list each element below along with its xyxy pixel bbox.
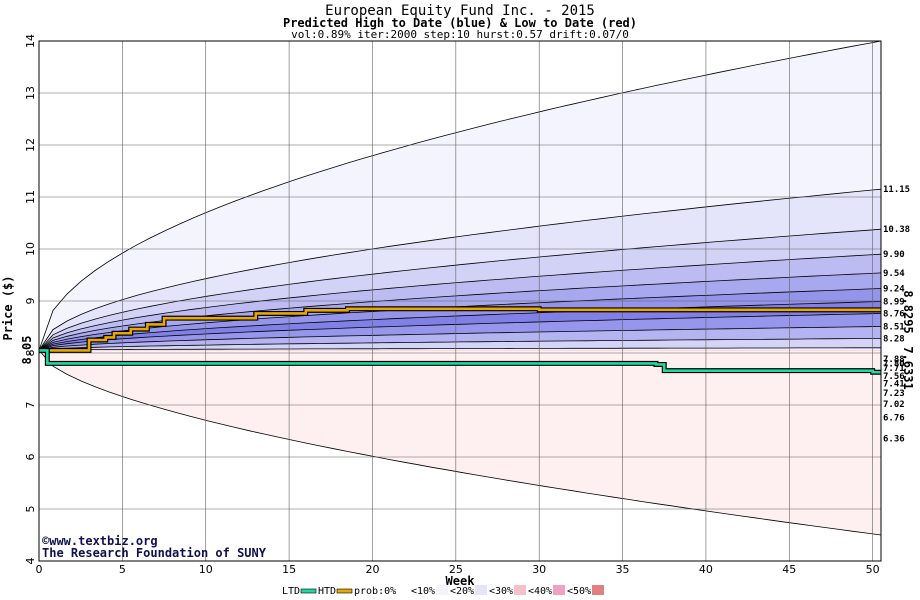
credit-line-2: The Research Foundation of SUNY bbox=[42, 546, 267, 560]
band-value-label: 8.28 bbox=[883, 334, 905, 344]
legend-line-swatch bbox=[336, 588, 353, 594]
htd-line bbox=[39, 307, 881, 352]
credit-block: ©www.textbiz.org The Research Foundation… bbox=[42, 534, 267, 560]
legend: LTD HTD prob:0% <10% <20% <30% <40% <50% bbox=[282, 585, 604, 597]
high-band-edge-6 bbox=[38, 301, 882, 351]
low-band-edge-10 bbox=[38, 350, 882, 536]
legend-label: HTD bbox=[318, 586, 336, 597]
credit-line-1: ©www.textbiz.org bbox=[42, 534, 158, 548]
legend-label: <10% bbox=[411, 586, 435, 597]
credit-url: www.textbiz.org bbox=[49, 534, 157, 548]
htd-final-value: 8.8295 bbox=[901, 290, 915, 333]
band-value-label: 7.88 bbox=[883, 355, 905, 365]
high-band-edge-9 bbox=[38, 338, 882, 351]
band-value-label: 9.90 bbox=[883, 250, 905, 260]
legend-swatch bbox=[553, 585, 565, 595]
band-value-label: 8.76 bbox=[883, 309, 905, 319]
y-tick-label: 12 bbox=[24, 138, 37, 152]
band-value-label: 7.56 bbox=[883, 372, 905, 382]
band-value-label: 8.99 bbox=[883, 298, 905, 308]
y-tick-labels: 4 5 6 7 8 9 10 11 12 13 14 bbox=[24, 34, 37, 565]
high-band-edge-1 bbox=[38, 188, 882, 351]
legend-swatch bbox=[514, 585, 526, 595]
ltd-final-value: 7.6331 bbox=[901, 346, 915, 389]
x-tick-label: 45 bbox=[782, 563, 796, 576]
x-tick-label: 40 bbox=[699, 563, 713, 576]
x-tick-label: 15 bbox=[282, 563, 296, 576]
band-value-label: 8.51 bbox=[883, 322, 905, 332]
probability-bands bbox=[38, 40, 882, 536]
y-tick-label: 9 bbox=[24, 298, 37, 305]
band-value-label: 7.80 bbox=[883, 359, 905, 369]
y-tick-label: 10 bbox=[24, 242, 37, 256]
legend-label: LTD bbox=[282, 586, 300, 597]
simulation-params: vol:0.89% iter:2000 step:10 hurst:0.57 d… bbox=[291, 28, 629, 41]
high-band-edge-8 bbox=[38, 326, 882, 351]
legend-label: <40% bbox=[528, 586, 552, 597]
band-value-label: 7.71 bbox=[883, 364, 905, 374]
x-tick-label: 10 bbox=[199, 563, 213, 576]
legend-label: <50% bbox=[567, 586, 591, 597]
band-value-label: 7.23 bbox=[883, 389, 905, 399]
high-band-edge-3 bbox=[38, 253, 882, 351]
band-value-label: 11.15 bbox=[883, 185, 910, 195]
band-value-label: 9.54 bbox=[883, 269, 905, 279]
legend-swatch bbox=[436, 585, 448, 595]
x-tick-label: 5 bbox=[119, 563, 126, 576]
high-band-edge-0 bbox=[38, 40, 882, 351]
x-tick-label: 35 bbox=[616, 563, 630, 576]
y-tick-label: 7 bbox=[24, 402, 37, 409]
band-value-label: 10.38 bbox=[883, 225, 910, 235]
y-tick-label: 5 bbox=[24, 506, 37, 513]
series-lines bbox=[39, 306, 881, 375]
legend-label: <20% bbox=[450, 586, 474, 597]
legend-swatch bbox=[475, 585, 487, 595]
high-band-9 bbox=[39, 338, 881, 351]
x-tick-labels: 0 5 10 15 20 25 30 35 40 45 50 bbox=[36, 563, 880, 576]
legend-swatch bbox=[397, 585, 409, 595]
y-tick-label: 8 bbox=[24, 350, 37, 357]
chart-title: European Equity Fund Inc. - 2015 bbox=[325, 3, 595, 19]
band-value-label: 7.02 bbox=[883, 400, 905, 410]
band-value-label: 6.36 bbox=[883, 434, 905, 444]
legend-label: prob:0% bbox=[354, 586, 396, 597]
x-tick-label: 50 bbox=[866, 563, 880, 576]
y-tick-label: 11 bbox=[24, 190, 37, 204]
y-tick-label: 4 bbox=[24, 558, 37, 565]
high-band-edge-10 bbox=[38, 347, 881, 351]
x-tick-label: 30 bbox=[532, 563, 546, 576]
y-tick-label: 6 bbox=[24, 454, 37, 461]
x-tick-label: 25 bbox=[449, 563, 463, 576]
x-tick-label: 0 bbox=[36, 563, 43, 576]
grid-lines bbox=[39, 41, 881, 561]
chart-subtitle: Predicted High to Date (blue) & Low to D… bbox=[283, 16, 637, 30]
plot-frame bbox=[38, 40, 882, 562]
legend-label: <30% bbox=[489, 586, 513, 597]
low-band-10 bbox=[39, 350, 881, 535]
high-band-edge-7 bbox=[38, 313, 882, 351]
x-tick-label: 20 bbox=[365, 563, 379, 576]
right-band-labels: 11.15 10.38 9.90 9.54 9.24 8.998.76 8.51 8.28 7.… bbox=[883, 185, 910, 444]
y-tick-label: 14 bbox=[24, 34, 37, 48]
band-value-label: 6.76 bbox=[883, 413, 905, 423]
band-value-label: 9.24 bbox=[883, 285, 905, 295]
start-value-label: 8.05 bbox=[20, 336, 34, 365]
ltd-line bbox=[39, 349, 881, 374]
legend-line-swatch bbox=[300, 588, 317, 594]
x-axis-label: Week bbox=[446, 574, 476, 588]
legend-swatch bbox=[592, 585, 604, 595]
band-value-label: 7.41 bbox=[883, 380, 905, 390]
y-tick-label: 13 bbox=[24, 86, 37, 100]
copyright-symbol: © bbox=[42, 534, 50, 548]
y-axis-label: Price ($) bbox=[1, 275, 15, 340]
